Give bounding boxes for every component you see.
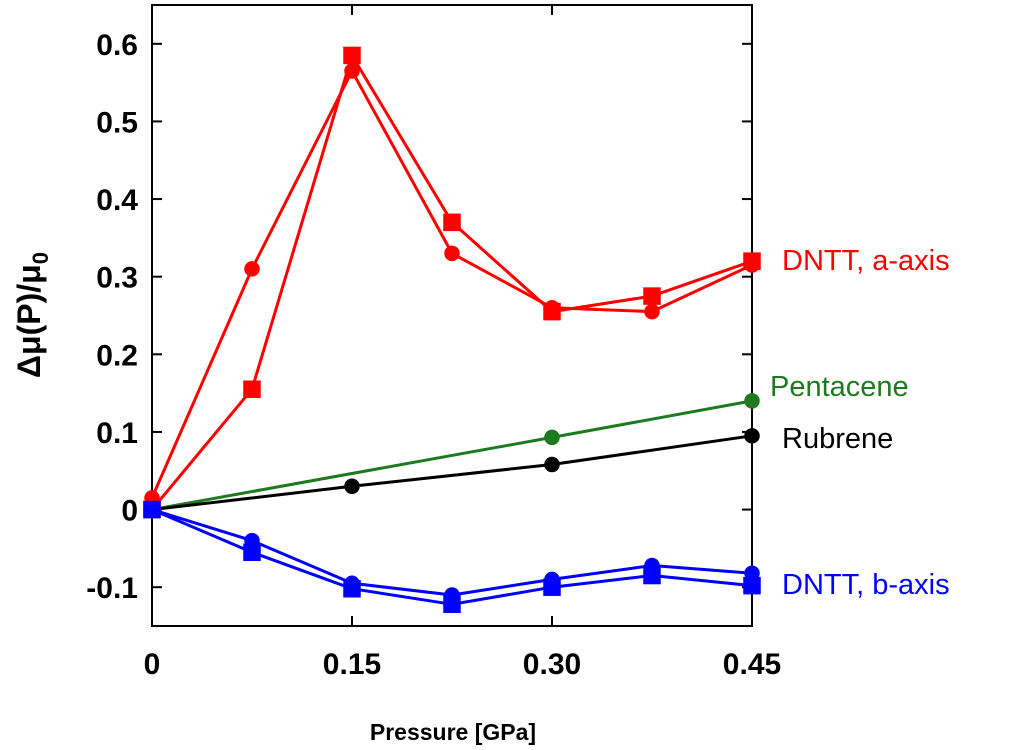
data-point — [344, 63, 360, 79]
y-tick-label: 0.5 — [96, 106, 138, 139]
label-rubrene: Rubrene — [782, 423, 893, 455]
tick-labels: -0.1 0 0.1 0.2 0.3 0.4 0.5 0.6 0 0.15 0.30 0.45 — [86, 29, 781, 681]
data-point — [343, 46, 361, 65]
x-axis-title: Pressure [GPa] — [370, 719, 536, 745]
y-tick-label: 0.6 — [96, 29, 138, 62]
series-lines — [150, 54, 753, 606]
y-tick-label: 0 — [121, 495, 138, 528]
series-markers — [143, 46, 761, 614]
y-axis-title-subscript: 0 — [28, 252, 53, 264]
data-point — [544, 429, 560, 446]
y-tick-label: 0.3 — [96, 262, 138, 295]
data-point — [443, 595, 461, 614]
series-line — [150, 54, 753, 511]
series-line — [150, 69, 753, 499]
y-tick-label: 0.1 — [96, 417, 138, 450]
data-point — [543, 578, 561, 596]
data-point — [744, 257, 760, 273]
y-tick-label: 0.2 — [96, 339, 138, 372]
data-point — [343, 579, 361, 598]
series-line — [151, 399, 753, 512]
series-line — [151, 434, 753, 512]
data-point — [744, 393, 760, 409]
y-tick-label: 0.4 — [96, 184, 138, 217]
data-point — [644, 303, 660, 320]
data-point — [743, 576, 761, 595]
data-point — [143, 500, 161, 519]
x-tick-label: 0.45 — [723, 648, 781, 681]
data-point — [243, 380, 261, 398]
series-line — [151, 508, 753, 597]
data-point — [244, 261, 260, 277]
y-axis-title: Δμ(P)/μ0 — [11, 252, 53, 378]
label-pentacene: Pentacene — [770, 371, 909, 403]
x-tick-label: 0 — [144, 648, 161, 681]
plot-frame — [151, 4, 753, 627]
data-point — [544, 456, 560, 473]
data-point — [444, 245, 460, 262]
data-point — [643, 566, 661, 585]
data-point — [243, 543, 261, 562]
label-dntt-b-axis: DNTT, b-axis — [782, 569, 950, 601]
ticks — [151, 5, 753, 626]
data-point — [544, 299, 560, 316]
y-axis-title-main: Δμ(P)/μ — [11, 264, 47, 378]
label-dntt-a-axis: DNTT, a-axis — [782, 245, 950, 277]
x-tick-label: 0.15 — [323, 648, 381, 681]
data-point — [744, 428, 760, 444]
data-point — [643, 287, 661, 305]
x-tick-label: 0.30 — [523, 648, 581, 681]
y-tick-label: -0.1 — [86, 572, 138, 605]
data-point — [443, 213, 461, 232]
data-point — [344, 478, 360, 495]
